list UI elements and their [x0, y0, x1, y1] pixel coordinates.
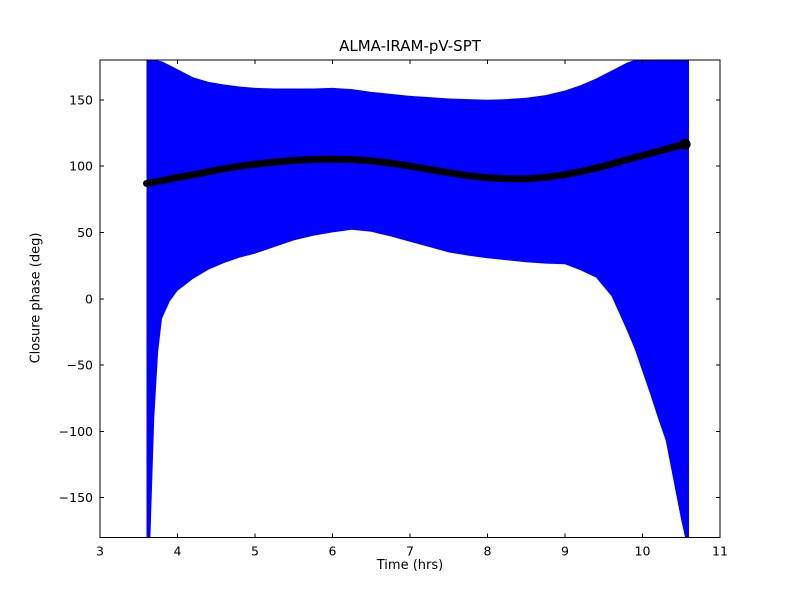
y-tick-label: 150 [69, 92, 93, 107]
x-tick-label: 8 [484, 544, 492, 559]
axis-ticks [99, 60, 721, 538]
x-tick-label: 10 [635, 544, 651, 559]
x-tick-label: 9 [561, 544, 569, 559]
y-tick-label: −50 [67, 358, 93, 373]
chart-title: ALMA-IRAM-pV-SPT [339, 37, 481, 55]
y-tick-label: 100 [69, 159, 93, 174]
x-tick-label: 5 [251, 544, 259, 559]
closure-phase-line [143, 140, 689, 187]
y-tick-label: −150 [59, 490, 93, 505]
y-tick-label: 0 [85, 291, 93, 306]
x-tick-label: 11 [712, 544, 728, 559]
x-tick-label: 7 [406, 544, 414, 559]
x-axis-label: Time (hrs) [376, 558, 444, 573]
x-tick-label: 3 [96, 544, 104, 559]
y-tick-label: −100 [59, 424, 93, 439]
tick-labels: 3 4 5 6 7 8 9 10 11 −150 −100 −50 0 50 100 150 [59, 92, 728, 558]
line-end-marker [679, 138, 691, 150]
x-tick-label: 4 [174, 544, 182, 559]
x-tick-label: 6 [329, 544, 337, 559]
y-axis-label: Closure phase (deg) [28, 232, 44, 364]
y-tick-label: 50 [77, 225, 93, 240]
